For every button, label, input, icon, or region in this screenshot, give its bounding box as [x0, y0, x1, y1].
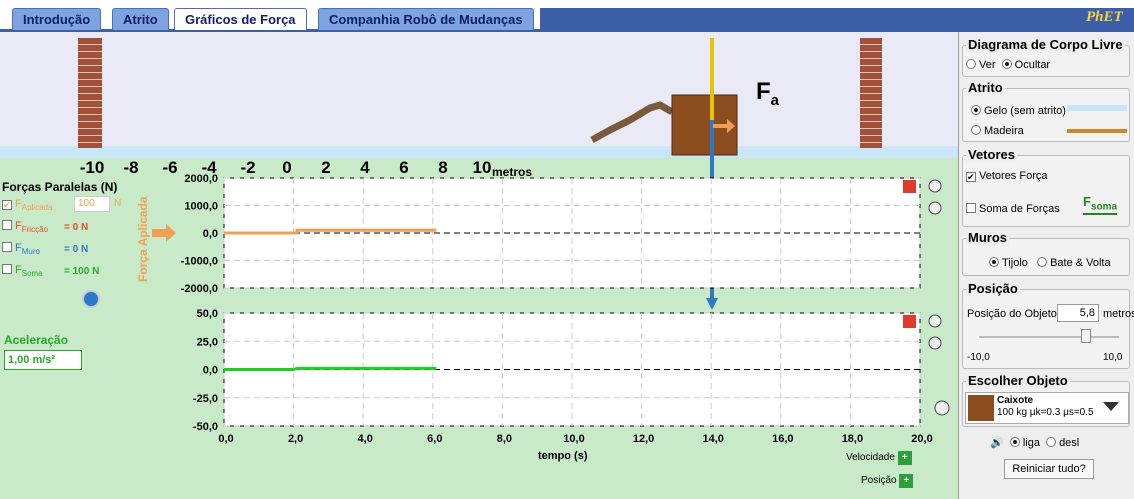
sum-label: Fsoma [1083, 194, 1117, 215]
slider-max: 10,0 [1103, 352, 1122, 363]
minimize-button[interactable] [903, 180, 916, 193]
label: Gelo (sem atrito) [984, 105, 1066, 117]
position-input[interactable]: 5,8 [1057, 304, 1099, 322]
section: Diagrama de Corpo Livre Ver Ocultar [962, 45, 1130, 77]
label: Vetores Força [979, 170, 1047, 182]
label: desl [1059, 437, 1079, 449]
wood-swatch [1067, 129, 1127, 133]
y-tick-label: 50,0 [197, 308, 218, 320]
section-title: Vetores [966, 147, 1017, 162]
x-tick-label: 20,0 [911, 433, 932, 445]
label: Velocidade [846, 452, 895, 463]
zoom-in[interactable] [929, 180, 941, 192]
label: Bate & Volta [1050, 257, 1111, 269]
x-tick-label: 0,0 [218, 433, 233, 445]
zoom-in[interactable] [929, 315, 941, 327]
section-title: Diagrama de Corpo Livre [966, 37, 1125, 52]
sound[interactable]: 🔊 liga desl [990, 436, 1079, 449]
y-tick-label: -1000,0 [181, 256, 218, 268]
label: Posição [861, 475, 897, 486]
graph-button[interactable]: Velocidade + [846, 451, 912, 465]
logo[interactable]: PhET [1086, 9, 1123, 26]
label: Ocultar [1015, 59, 1050, 71]
x-tick-label: 6,0 [427, 433, 442, 445]
y-tick-label: 25,0 [197, 336, 218, 348]
x-tick-label: 14,0 [702, 433, 723, 445]
graphs: 2000,0 1000,0 0,0 -1000,0 -2000,0 0,0 2,0 4,0 6,… [0, 0, 958, 499]
section: Vetores ✔Vetores Força Soma de Forças Fs… [962, 155, 1130, 227]
slider-thumb[interactable] [1081, 329, 1091, 343]
x-tick-label: 16,0 [772, 433, 793, 445]
radio[interactable]: Tijolo Bate & Volta [989, 257, 1111, 269]
page: Introdução Atrito Gráficos de Força Comp… [0, 0, 1134, 499]
section-title: Atrito [966, 80, 1005, 95]
y-tick-label: 2000,0 [184, 173, 218, 185]
section: Atrito Gelo (sem atrito) Madeira [962, 88, 1130, 142]
x-tick-label: 8,0 [497, 433, 512, 445]
checkbox[interactable]: ✔Vetores Força [966, 170, 1047, 182]
x-tick-label: 12,0 [633, 433, 654, 445]
y-tick-label: 0,0 [203, 228, 218, 240]
graph-button[interactable]: Posição + [861, 474, 913, 488]
zoom-out[interactable] [929, 337, 941, 349]
label: Ver [979, 59, 996, 71]
y-tick-label: 0,0 [203, 365, 218, 377]
section: Muros Tijolo Bate & Volta [962, 238, 1130, 276]
series-line [224, 368, 436, 369]
zoom-out[interactable] [929, 202, 941, 214]
reset-button[interactable]: Reiniciar tudo? [1004, 459, 1094, 479]
section: Escolher Objeto Caixote 100 kg μk=0.3 μs… [962, 381, 1130, 427]
object-desc: 100 kg μk=0.3 μs=0.5 [997, 407, 1094, 418]
x-tick-label: 4,0 [358, 433, 373, 445]
label: Tijolo [1002, 257, 1028, 269]
label: Soma de Forças [979, 203, 1060, 215]
y-tick-label: -50,0 [193, 421, 218, 433]
ice-swatch [1067, 105, 1127, 111]
radio[interactable]: Gelo (sem atrito) [971, 105, 1066, 117]
section: Posição Posição do Objeto 5,8 metros -10… [962, 289, 1130, 369]
section-title: Posição [966, 281, 1020, 296]
label: Posição do Objeto [967, 308, 1057, 320]
radio[interactable]: Madeira [971, 125, 1024, 137]
section-title: Muros [966, 230, 1009, 245]
label: liga [1023, 437, 1040, 449]
x-tick-label: 10,0 [563, 433, 584, 445]
radio[interactable]: Ver Ocultar [966, 59, 1050, 71]
dropdown-arrow [1103, 402, 1119, 411]
object-name: Caixote [997, 395, 1033, 406]
minimize-button[interactable] [903, 315, 916, 328]
y-tick-label: -2000,0 [181, 283, 218, 295]
y-tick-label: -25,0 [193, 393, 218, 405]
x-tick-label: 18,0 [842, 433, 863, 445]
subscript: soma [1091, 202, 1117, 213]
x-axis-label: tempo (s) [538, 450, 588, 462]
zoom-in[interactable] [935, 401, 949, 415]
object-icon [968, 395, 994, 421]
label: Madeira [984, 125, 1024, 137]
unit: metros [1103, 308, 1134, 320]
section-title: Escolher Objeto [966, 373, 1070, 388]
slider-track [979, 336, 1119, 338]
slider-min: -10,0 [967, 352, 990, 363]
x-tick-label: 2,0 [288, 433, 303, 445]
symbol: F [1083, 194, 1091, 209]
checkbox[interactable]: Soma de Forças [966, 203, 1060, 215]
y-tick-label: 1000,0 [184, 201, 218, 213]
